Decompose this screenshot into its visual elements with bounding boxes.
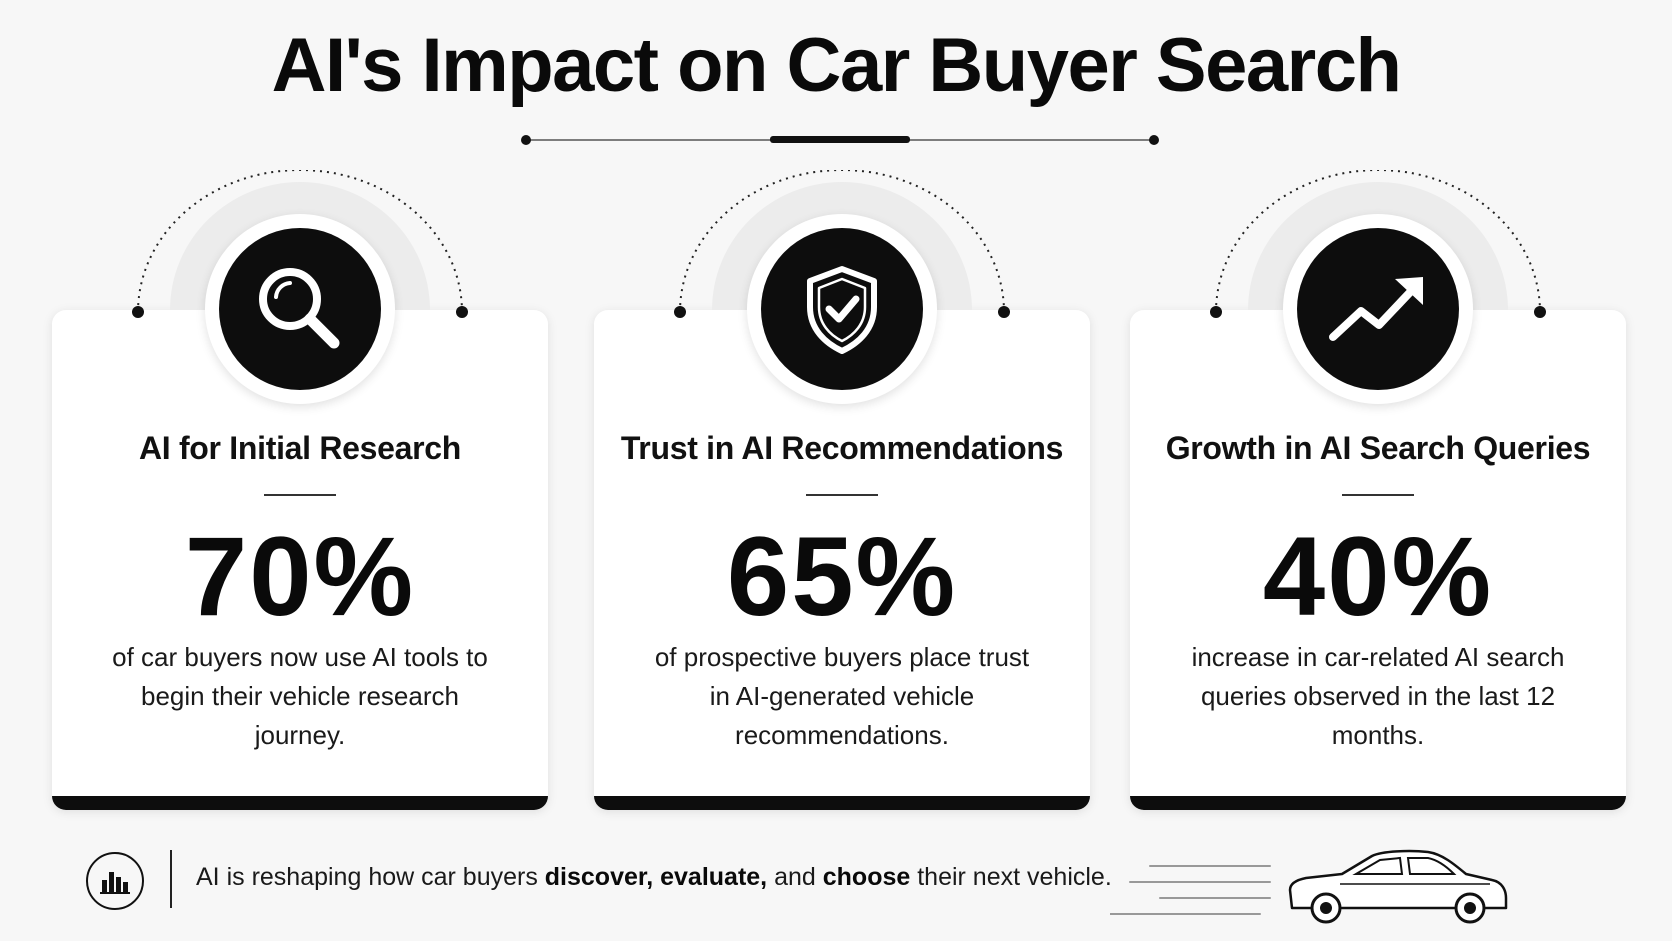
stat-description: of car buyers now use AI tools to begin … xyxy=(112,642,488,750)
card-divider xyxy=(806,494,878,496)
bar-chart-icon xyxy=(100,872,130,894)
tagline-text: and xyxy=(767,863,823,891)
title-divider xyxy=(521,135,1159,145)
page-title: AI's Impact on Car Buyer Search xyxy=(271,23,1402,108)
card-accent-bar xyxy=(52,796,548,810)
card-divider xyxy=(264,494,336,496)
card-title: Growth in AI Search Queries xyxy=(1165,430,1591,466)
icon-badge xyxy=(1283,214,1473,404)
card-title: Trust in AI Recommendations xyxy=(620,430,1064,466)
icon-badge xyxy=(205,214,395,404)
card-accent-bar xyxy=(594,796,1090,810)
tagline-bold: discover, evaluate, xyxy=(544,863,768,891)
card-divider xyxy=(1342,494,1414,496)
icon-badge xyxy=(747,214,937,404)
stat-value: 70% xyxy=(184,514,416,639)
tagline-bold: choose xyxy=(822,863,911,891)
magnifying-glass-icon xyxy=(259,268,340,349)
trending-up-icon xyxy=(1329,277,1423,341)
tagline-text: AI is reshaping how car buyers xyxy=(196,863,545,891)
stat-value: 40% xyxy=(1262,514,1494,639)
footer-separator xyxy=(170,850,172,908)
stat-description: increase in car-related AI search querie… xyxy=(1191,642,1565,750)
card-title: AI for Initial Research xyxy=(138,430,462,466)
footer-tagline: AI is reshaping how car buyers discover,… xyxy=(196,863,1112,892)
stat-description: of prospective buyers place trust in AI-… xyxy=(654,642,1030,750)
stat-value: 65% xyxy=(726,514,958,639)
footer-badge xyxy=(86,852,144,910)
car-icon xyxy=(1110,849,1508,924)
shield-check-icon xyxy=(807,266,877,354)
tagline-text: their next vehicle. xyxy=(910,863,1112,891)
card-accent-bar xyxy=(1130,796,1626,810)
